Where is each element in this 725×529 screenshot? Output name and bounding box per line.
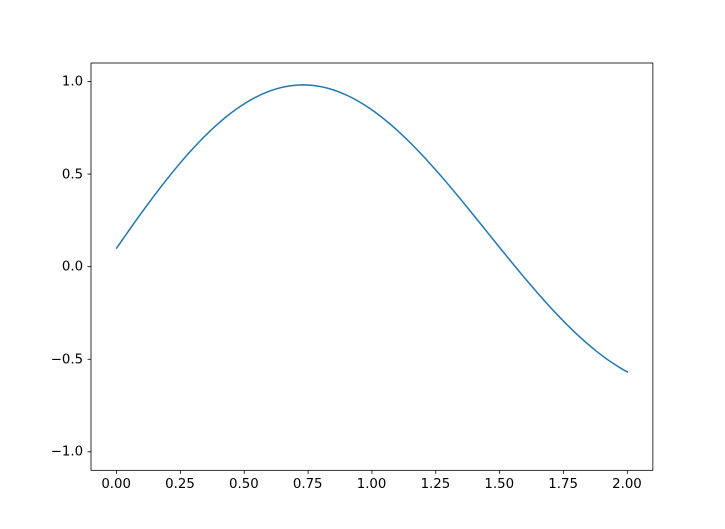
plot-area: 0.000.250.500.751.001.251.501.752.00−1.0… bbox=[91, 63, 653, 470]
line-series-curve bbox=[116, 85, 627, 372]
x-tick-label: 0.00 bbox=[101, 477, 131, 492]
y-tick-label: 1.0 bbox=[62, 74, 83, 89]
x-tick-label: 0.25 bbox=[165, 477, 195, 492]
x-tick-label: 1.50 bbox=[484, 477, 514, 492]
x-tick-label: 2.00 bbox=[612, 477, 642, 492]
x-tick-label: 1.75 bbox=[548, 477, 578, 492]
figure: 0.00 0.25 0.50 0.75 1.00 1.25 1.50 1.75 2.00 −1.0… bbox=[0, 0, 725, 529]
axes-svg bbox=[91, 63, 653, 470]
x-tick-label: 0.50 bbox=[229, 477, 259, 492]
x-tick-label: 1.00 bbox=[357, 477, 387, 492]
axes-frame bbox=[91, 63, 653, 470]
x-tick-label: 1.25 bbox=[421, 477, 451, 492]
y-tick-label: −1.0 bbox=[51, 445, 83, 460]
x-tick-label: 0.75 bbox=[293, 477, 323, 492]
y-tick-label: 0.5 bbox=[62, 167, 83, 182]
y-tick-label: 0.0 bbox=[62, 260, 83, 275]
y-tick-label: −0.5 bbox=[51, 352, 83, 367]
